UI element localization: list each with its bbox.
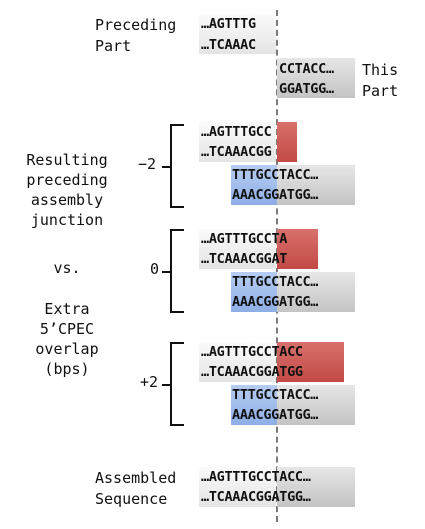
- preceding-part-bottom-strand: …TCAAAC: [201, 37, 256, 53]
- overlap-value-plus2: +2: [140, 373, 159, 391]
- case1-next-top: TTTGCCTACC…: [232, 167, 319, 183]
- case2-prev-box: [199, 229, 276, 269]
- side-label-vs: vs.: [53, 259, 81, 277]
- case1-next-box: [277, 165, 355, 205]
- this-part-bottom-strand: GGATGG…: [279, 81, 334, 97]
- this-part-label-line1: This: [362, 61, 399, 79]
- case3-next-bottom: AAACGGATGG…: [232, 407, 319, 423]
- case3-next-box: [277, 385, 355, 425]
- case3-prev-bottom: …TCAAACGGATGG: [201, 364, 303, 380]
- preceding-part-label-line1: Preceding: [95, 16, 177, 34]
- assembled-bottom-strand: …TCAAACGGATGG…: [201, 489, 311, 505]
- case2-prev-top: …AGTTTGCCTA: [201, 231, 288, 247]
- case1-next-prefix: [231, 165, 277, 205]
- case3-next-top: TTTGCCTACC…: [232, 387, 319, 403]
- side-label-line1: Resulting: [26, 151, 108, 169]
- case1-next-bottom: AAACGGATGG…: [232, 187, 319, 203]
- case1-prev-extension: [277, 122, 297, 162]
- side-label-line4: junction: [30, 211, 104, 229]
- this-part-box: [277, 58, 355, 98]
- side-label-line3: assembly: [30, 191, 104, 209]
- preceding-part-label-line2: Part: [95, 37, 132, 55]
- assembled-top-strand: …AGTTTGCCTACC…: [201, 469, 311, 485]
- case2-prev-extension: [277, 229, 318, 269]
- case1-prev-box: [199, 122, 276, 162]
- overlap-value-zero: 0: [150, 260, 160, 278]
- preceding-part-box: [199, 14, 276, 54]
- case1-prev-bottom: …TCAAACGG: [201, 144, 272, 160]
- case2-prev-bottom: …TCAAACGGAT: [201, 251, 288, 267]
- overlap-value-minus2: −2: [138, 155, 157, 173]
- side-label-line6: 5’CPEC: [39, 320, 95, 338]
- side-label-line2: preceding: [26, 171, 108, 189]
- this-part-top-strand: CCTACC…: [279, 61, 334, 77]
- assembled-label-line2: Sequence: [95, 490, 168, 508]
- case2-next-top: TTTGCCTACC…: [232, 274, 319, 290]
- case2-next-bottom: AAACGGATGG…: [232, 294, 319, 310]
- case-bracket-minus2: [162, 124, 184, 208]
- this-part-label-line2: Part: [362, 82, 399, 100]
- case3-prev-top: …AGTTTGCCTACC: [201, 344, 303, 360]
- case3-prev-box: [199, 342, 276, 382]
- assembled-left-box: [199, 467, 276, 507]
- case1-prev-top: …AGTTTGCC: [201, 124, 272, 140]
- side-label-line7: overlap: [35, 340, 99, 358]
- assembled-right-box: [277, 467, 355, 507]
- case3-next-prefix: [231, 385, 277, 425]
- case3-prev-extension: [277, 342, 344, 382]
- case-bracket-plus2: [162, 342, 184, 426]
- assembled-label-line1: Assembled: [95, 469, 177, 487]
- case-bracket-zero: [162, 229, 184, 313]
- side-label-line8: (bps): [44, 360, 90, 378]
- case2-next-box: [277, 272, 355, 312]
- side-label-line5: Extra: [44, 300, 90, 318]
- preceding-part-top-strand: …AGTTTG: [201, 16, 256, 32]
- case2-next-prefix: [231, 272, 277, 312]
